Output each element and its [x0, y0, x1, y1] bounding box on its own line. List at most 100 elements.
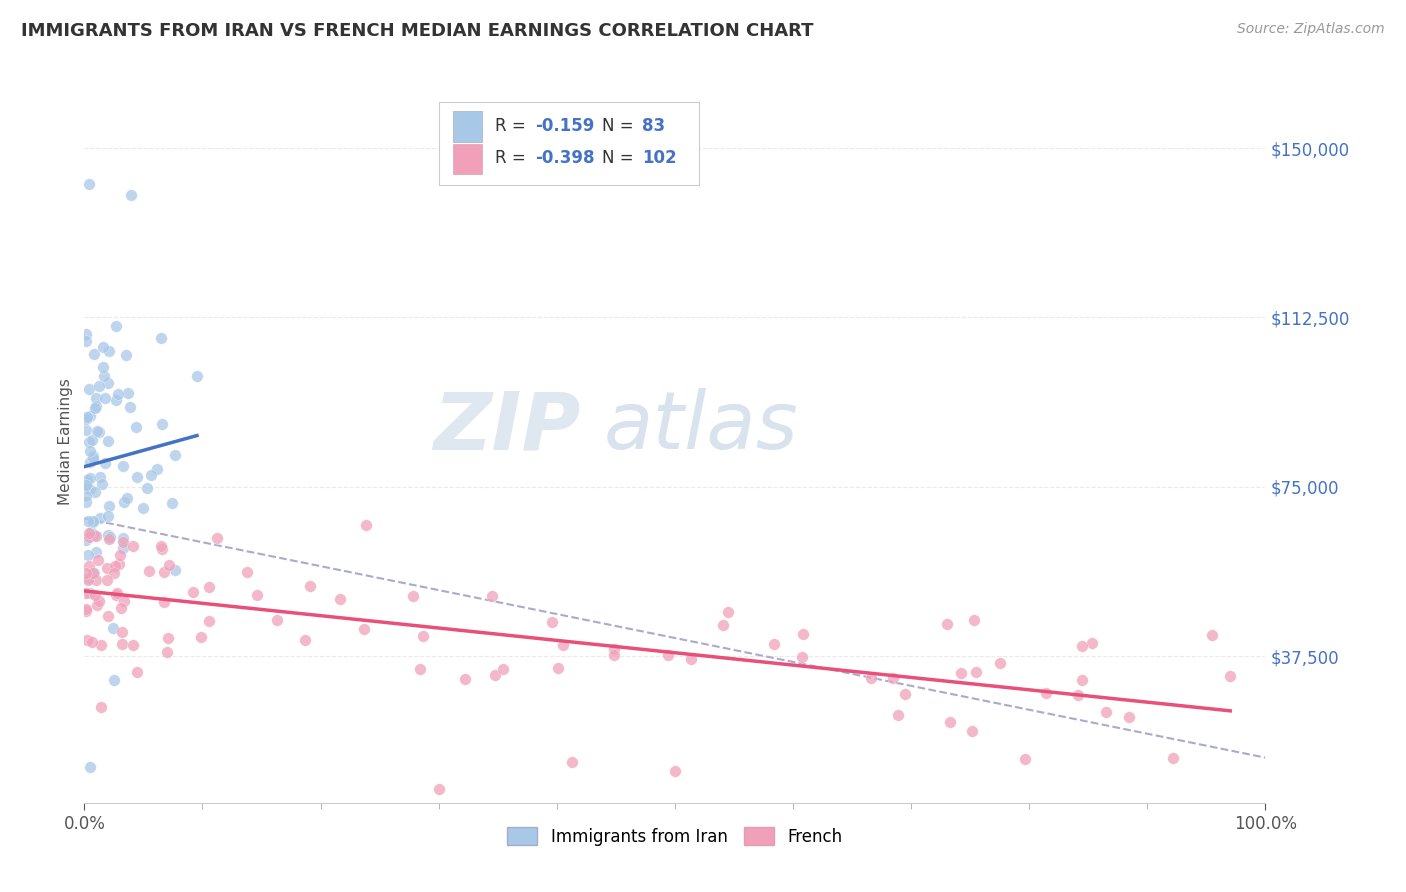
Point	[1014, 752, 1036, 766]
Point	[77, 571, 100, 585]
Point	[960, 724, 983, 739]
Point	[108, 548, 131, 562]
Point	[87, 553, 110, 567]
Point	[75, 604, 97, 618]
Point	[83, 527, 105, 541]
Point	[89, 511, 111, 525]
Point	[77, 526, 100, 541]
Point	[105, 393, 128, 408]
Point	[266, 613, 288, 627]
Point	[939, 715, 962, 730]
Point	[492, 662, 515, 676]
Point	[149, 539, 172, 553]
Point	[112, 541, 135, 555]
Point	[93, 369, 115, 384]
Point	[150, 331, 173, 345]
Point	[97, 528, 120, 542]
Point	[150, 417, 173, 431]
Point	[156, 631, 179, 645]
Point	[75, 495, 97, 509]
FancyBboxPatch shape	[453, 144, 482, 174]
Point	[84, 588, 107, 602]
Point	[83, 401, 105, 415]
Text: IMMIGRANTS FROM IRAN VS FRENCH MEDIAN EARNINGS CORRELATION CHART: IMMIGRANTS FROM IRAN VS FRENCH MEDIAN EA…	[21, 22, 814, 40]
Point	[97, 499, 120, 513]
Point	[111, 532, 134, 546]
Point	[77, 558, 100, 573]
Point	[87, 379, 110, 393]
Y-axis label: Median Earnings: Median Earnings	[58, 378, 73, 505]
Point	[97, 609, 120, 624]
Point	[1201, 628, 1223, 642]
Point	[299, 579, 322, 593]
Point	[117, 491, 139, 505]
Point	[165, 563, 187, 577]
Point	[132, 501, 155, 516]
Text: ZIP: ZIP	[433, 388, 581, 467]
Point	[84, 529, 107, 543]
Point	[77, 574, 100, 588]
Point	[75, 411, 97, 425]
Point	[125, 420, 148, 434]
Point	[120, 400, 142, 414]
Point	[111, 625, 134, 640]
Point	[82, 433, 104, 447]
Point	[402, 589, 425, 603]
Point	[1219, 669, 1241, 683]
Point	[76, 549, 98, 563]
Point	[236, 565, 259, 579]
Point	[82, 450, 104, 464]
Point	[205, 531, 228, 545]
Point	[75, 334, 97, 349]
Text: R =: R =	[495, 117, 526, 135]
Point	[481, 589, 503, 603]
Point	[89, 425, 111, 439]
Point	[105, 585, 128, 599]
Point	[108, 558, 131, 572]
Point	[103, 566, 125, 580]
Point	[1161, 751, 1184, 765]
Point	[602, 642, 624, 657]
Point	[87, 593, 110, 607]
Point	[77, 177, 100, 191]
Point	[75, 586, 97, 600]
Point	[76, 473, 98, 487]
Point	[111, 535, 134, 549]
Point	[150, 541, 173, 556]
Point	[139, 468, 162, 483]
Point	[547, 661, 569, 675]
Point	[75, 478, 97, 492]
Text: 102: 102	[641, 149, 676, 168]
Point	[790, 650, 813, 665]
Point	[198, 614, 221, 628]
Point	[159, 558, 181, 572]
FancyBboxPatch shape	[439, 102, 699, 185]
Point	[112, 594, 135, 608]
Point	[1070, 673, 1092, 687]
Point	[75, 474, 97, 488]
Text: atlas: atlas	[605, 388, 799, 467]
Point	[111, 458, 134, 473]
Text: N =: N =	[602, 149, 633, 168]
Point	[76, 481, 98, 495]
Point	[82, 566, 104, 580]
Legend: Immigrants from Iran, French: Immigrants from Iran, French	[501, 821, 849, 852]
Point	[104, 588, 127, 602]
Point	[1095, 705, 1118, 719]
Point	[181, 585, 204, 599]
Point	[859, 671, 882, 685]
Point	[602, 648, 624, 662]
Point	[988, 656, 1011, 670]
Point	[86, 425, 108, 439]
Point	[91, 359, 114, 374]
Point	[111, 637, 134, 651]
Point	[117, 386, 139, 401]
Point	[551, 638, 574, 652]
Point	[409, 662, 432, 676]
Point	[679, 651, 702, 665]
Point	[887, 708, 910, 723]
Point	[79, 482, 101, 496]
Point	[76, 409, 98, 424]
Text: -0.159: -0.159	[536, 117, 595, 135]
Point	[101, 621, 124, 635]
